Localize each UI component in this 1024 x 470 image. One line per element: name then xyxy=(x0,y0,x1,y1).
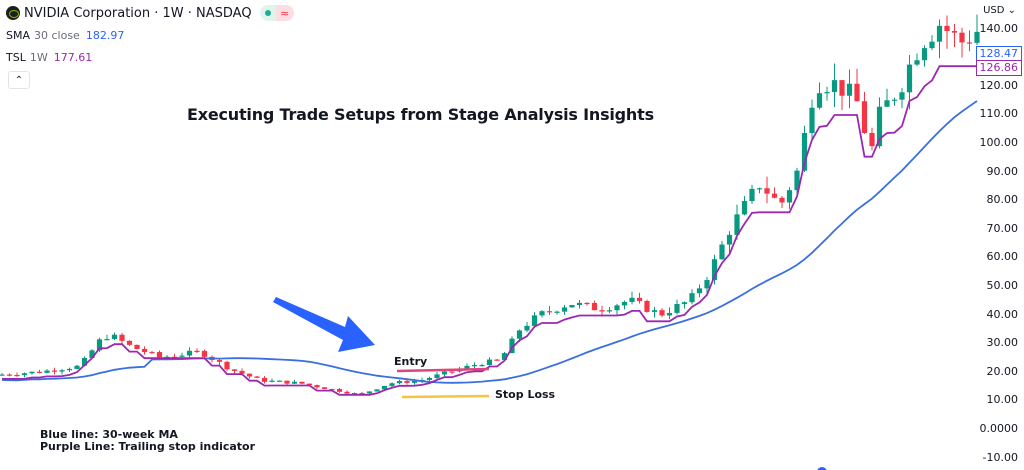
tsl-price-tag: 126.86 xyxy=(975,60,1022,76)
note-blue-line: Blue line: 30-week MA xyxy=(40,428,178,441)
market-status-badge[interactable]: ≈ xyxy=(259,5,294,21)
indicator-params: 1W xyxy=(29,50,48,64)
price-axis-tick: 30.00 xyxy=(986,336,1019,350)
price-axis-tick: 0.0000 xyxy=(979,422,1019,435)
indicator-name: SMA xyxy=(6,28,30,42)
price-axis-tick: 100.00 xyxy=(979,136,1019,149)
legend-notes: Blue line: 30-week MA Purple Line: Trail… xyxy=(40,429,255,453)
note-purple-line: Purple Line: Trailing stop indicator xyxy=(40,440,256,453)
indicator-tsl-row[interactable]: TSL 1W 177.61 xyxy=(6,46,294,68)
price-axis-tick: 10.00 xyxy=(986,393,1019,407)
indicator-value: 177.61 xyxy=(53,50,93,64)
price-axis-tick: -10.00 xyxy=(982,450,1018,464)
price-axis-tick: 20.00 xyxy=(986,364,1019,378)
chevron-up-icon: ⌃ xyxy=(14,74,24,86)
price-axis-tick: 90.00 xyxy=(986,164,1019,178)
nvidia-logo-icon xyxy=(6,6,20,20)
price-axis-tick: 50.00 xyxy=(986,279,1019,292)
currency-selector[interactable]: USD ⌄ xyxy=(983,5,1016,16)
price-axis-tick: 60.00 xyxy=(986,250,1019,264)
symbol-row[interactable]: NVIDIA Corporation · 1W · NASDAQ ≈ xyxy=(6,2,294,24)
price-axis-tick: 140.00 xyxy=(979,21,1019,35)
sma-price-tag: 128.47 xyxy=(975,46,1022,62)
stop-loss-label: Stop Loss xyxy=(495,388,556,401)
indicator-params: 30 close xyxy=(34,28,80,42)
wave-icon: ≈ xyxy=(275,5,294,21)
price-axis-tick: 40.00 xyxy=(986,307,1019,321)
scroll-indicator-icon xyxy=(817,467,827,470)
arrow-icon xyxy=(273,297,375,352)
trailing-stop-line xyxy=(2,65,977,396)
entry-label: Entry xyxy=(394,355,428,368)
sma-30-line xyxy=(1,100,978,384)
price-axis-tick: 120.00 xyxy=(979,78,1019,92)
collapse-legend-button[interactable]: ⌃ xyxy=(8,71,30,89)
indicator-value: 182.97 xyxy=(85,28,125,42)
symbol-title: NVIDIA Corporation · 1W · NASDAQ xyxy=(24,5,252,21)
entry-line xyxy=(396,367,490,373)
chart-legend: NVIDIA Corporation · 1W · NASDAQ ≈ SMA 3… xyxy=(6,2,294,89)
price-axis-tick: 80.00 xyxy=(986,193,1019,207)
indicator-name: TSL xyxy=(6,50,26,64)
price-axis-tick: 110.00 xyxy=(979,107,1019,121)
chart-headline: Executing Trade Setups from Stage Analys… xyxy=(187,105,654,124)
stop-loss-line xyxy=(401,394,490,399)
market-open-dot-icon xyxy=(264,10,271,16)
price-axis-tick: 70.00 xyxy=(986,221,1019,235)
indicator-sma-row[interactable]: SMA 30 close 182.97 xyxy=(6,24,294,46)
